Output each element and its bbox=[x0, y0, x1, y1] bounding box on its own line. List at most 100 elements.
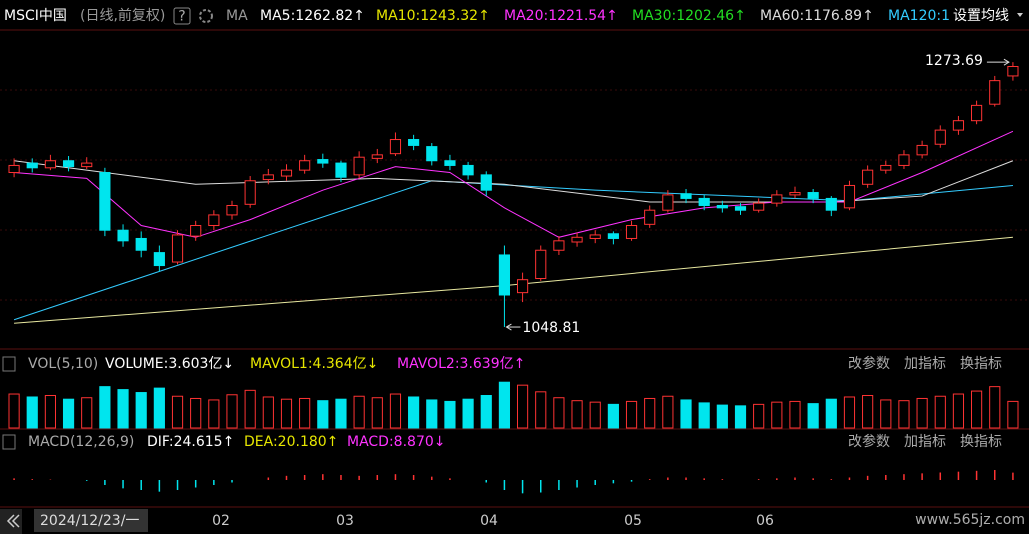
indicator-button[interactable]: 改参数 bbox=[848, 355, 890, 372]
candle-body bbox=[44, 160, 56, 169]
ma-label: MA bbox=[226, 8, 248, 24]
volume-bar bbox=[934, 395, 946, 429]
help-icon[interactable] bbox=[173, 7, 191, 25]
month-label: 06 bbox=[756, 513, 774, 529]
candle-body bbox=[989, 80, 1001, 105]
candle-body bbox=[426, 146, 438, 162]
ma-value: MA5:1262.82↑ bbox=[260, 8, 365, 24]
moving-average bbox=[13, 180, 1013, 321]
volume-bar bbox=[625, 400, 638, 429]
indicator-button[interactable]: 加指标 bbox=[904, 356, 946, 372]
indicator-label: MACD:8.870↓ bbox=[347, 434, 446, 450]
candle-body bbox=[226, 204, 238, 216]
panel-toggle[interactable] bbox=[2, 434, 16, 450]
candle-body bbox=[1007, 66, 1019, 77]
high-arrow-head bbox=[1003, 58, 1010, 66]
volume-bar bbox=[99, 386, 111, 429]
scroll-button[interactable] bbox=[0, 509, 22, 534]
volume-bar bbox=[317, 400, 329, 429]
candle-body bbox=[171, 234, 184, 263]
volume-bar bbox=[353, 395, 365, 429]
volume-bar bbox=[153, 387, 165, 429]
candle-body bbox=[625, 225, 638, 239]
indicator-button[interactable]: 换指标 bbox=[960, 355, 1002, 372]
volume-bar bbox=[190, 397, 202, 429]
date-box bbox=[34, 509, 148, 532]
volume-bar bbox=[862, 395, 874, 429]
candle-body bbox=[553, 240, 565, 251]
candle-body bbox=[335, 162, 347, 178]
candle-body bbox=[971, 104, 983, 122]
volume-bar bbox=[644, 397, 656, 429]
low-label: 1048.81 bbox=[522, 320, 580, 336]
volume-bar bbox=[480, 395, 492, 429]
month-label: 05 bbox=[624, 513, 642, 529]
ma-value: MA10:1243.32↑ bbox=[376, 8, 490, 24]
period: (日线,前复权) bbox=[80, 7, 165, 24]
indicator-button[interactable]: 加指标 bbox=[904, 434, 946, 450]
candle-body bbox=[99, 172, 111, 231]
candle-body bbox=[135, 237, 147, 251]
indicator-label: VOLUME:3.603亿↓ bbox=[105, 356, 234, 372]
ma-value: MA20:1221.54↑ bbox=[504, 8, 618, 24]
high-label: 1273.69 bbox=[925, 53, 983, 69]
volume-bar bbox=[734, 405, 747, 429]
candle-body bbox=[771, 194, 783, 204]
volume-bar bbox=[1007, 400, 1019, 429]
candle-body bbox=[843, 184, 856, 209]
indicator-label: MACD(12,26,9) bbox=[28, 434, 134, 450]
help-icon-glyph: ? bbox=[178, 9, 185, 25]
candle-body bbox=[516, 279, 529, 294]
volume-bar bbox=[462, 398, 474, 429]
panel-toggle[interactable] bbox=[2, 356, 16, 372]
indicator-label: MAVOL1:4.364亿↓ bbox=[250, 356, 378, 372]
volume-bar bbox=[44, 395, 56, 429]
volume-bar bbox=[971, 390, 983, 429]
candle-body bbox=[62, 160, 75, 168]
volume-bar bbox=[335, 398, 347, 429]
candle-body bbox=[589, 234, 601, 239]
indicator-label: DIF:24.615↑ bbox=[147, 434, 234, 450]
indicator-button[interactable]: 换指标 bbox=[960, 433, 1002, 450]
volume-bar bbox=[8, 393, 20, 429]
volume-bar bbox=[553, 397, 565, 429]
candle-body bbox=[698, 197, 710, 206]
candle-body bbox=[117, 229, 129, 242]
candle-body bbox=[789, 192, 801, 196]
volume-bar bbox=[208, 399, 220, 429]
candle-body bbox=[480, 174, 492, 191]
indicator-button[interactable]: 改参数 bbox=[848, 433, 890, 450]
volume-bar bbox=[262, 396, 274, 429]
ma-settings[interactable]: 设置均线 bbox=[953, 8, 1009, 24]
candle-body bbox=[680, 193, 692, 199]
candle-body bbox=[389, 139, 402, 155]
volume-bar bbox=[408, 396, 420, 429]
candle-body bbox=[299, 160, 311, 171]
candle-body bbox=[153, 252, 165, 267]
volume-bar bbox=[916, 397, 928, 429]
candle-body bbox=[8, 164, 20, 174]
symbol: MSCI中国 bbox=[4, 8, 67, 24]
candle-body bbox=[934, 129, 946, 145]
volume-bar bbox=[589, 401, 601, 429]
ma-value: MA60:1176.89↑ bbox=[760, 8, 874, 24]
candle-body bbox=[280, 169, 293, 177]
low-arrow-head bbox=[505, 323, 512, 331]
volume-bar bbox=[680, 399, 692, 429]
dropdown-icon[interactable] bbox=[1017, 13, 1023, 17]
candle-body bbox=[462, 164, 474, 176]
indicator-label: DEA:20.180↑ bbox=[244, 434, 338, 450]
volume-bar bbox=[498, 381, 511, 429]
settings-icon[interactable] bbox=[199, 9, 213, 23]
candle-body bbox=[607, 233, 619, 239]
indicator-label: MAVOL2:3.639亿↑ bbox=[397, 356, 525, 372]
volume-bar bbox=[607, 403, 619, 429]
volume-bar bbox=[26, 396, 38, 429]
volume-bar bbox=[789, 400, 801, 429]
volume-bar bbox=[535, 391, 547, 429]
volume-bar bbox=[62, 398, 75, 429]
volume-bar bbox=[771, 401, 783, 429]
candle-body bbox=[26, 162, 38, 169]
volume-bar bbox=[880, 399, 892, 429]
